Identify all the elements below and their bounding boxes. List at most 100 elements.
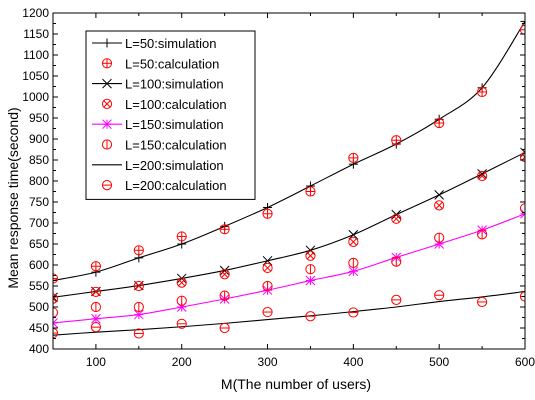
legend-item-3: L=100:calculation: [101, 97, 227, 112]
axes-layer: 100 200 300 400 500 600 400 450 500 550 600 650 700 7…: [22, 6, 535, 369]
y-tick-label-0: 400: [29, 342, 49, 356]
series-2-line: [53, 151, 525, 298]
series-4-point-1: [91, 313, 101, 324]
series-1-point-7: [348, 152, 359, 163]
legend-item-5-marker: [101, 139, 113, 150]
series-0-line: [53, 21, 525, 282]
series-3-point-9: [434, 200, 445, 211]
series-2-point-9-stroke: [434, 190, 445, 200]
series-5-point-3: [176, 295, 187, 306]
series-6-line: [53, 290, 525, 336]
plot-area: [53, 16, 525, 339]
x-tick-label-3: 400: [343, 355, 363, 369]
legend-box: [85, 30, 256, 200]
series-3-point-8-ring: [391, 213, 402, 224]
series-3-point-5-stroke: [263, 264, 272, 272]
legend-item-2: L=100:simulation: [92, 77, 224, 92]
legend-item-2-marker-stroke: [102, 78, 112, 89]
series-7-point-3: [176, 318, 187, 329]
y-tick-label-1: 450: [29, 321, 49, 335]
series-1-point-6: [305, 186, 316, 197]
legend-item-2-marker: [102, 78, 112, 89]
legend-item-3-marker-stroke: [103, 100, 111, 108]
series-4-point-0: [53, 318, 58, 328]
series-2-point-7: [348, 229, 359, 240]
series-2-point-9: [434, 190, 445, 200]
series-7-point-6: [305, 311, 316, 322]
x-tick-label-1: 200: [172, 355, 192, 369]
y-tick-label-13: 1050: [22, 69, 49, 83]
series-4-point-1-stroke: [91, 313, 101, 324]
series-7-point-11: [519, 291, 525, 302]
series-3-point-4-ring: [219, 269, 230, 280]
legend-item-1: L=50:calculation: [101, 56, 219, 71]
y-tick-label-3: 550: [29, 279, 49, 293]
series-7-point-2: [133, 328, 144, 339]
series-7-point-7: [348, 307, 359, 318]
y-tick-label-4: 600: [29, 258, 49, 272]
series-5-point-9: [434, 232, 445, 243]
series-3-point-4-stroke: [221, 270, 229, 278]
series-3-point-6: [305, 250, 316, 261]
series-3-point-11: [519, 151, 525, 163]
series-2-point-11-stroke: [520, 151, 525, 158]
series-5-point-5: [262, 280, 273, 292]
series-5-point-7: [348, 257, 359, 268]
series-1-point-11: [519, 24, 525, 35]
legend-item-7: L=200:calculation: [101, 178, 227, 193]
y-tick-label-10: 900: [29, 132, 49, 146]
series-3-point-7-stroke: [349, 238, 357, 246]
legend-item-4-label: L=150:simulation: [125, 117, 224, 132]
y-tick-label-12: 1000: [22, 90, 49, 104]
series-4-point-6: [305, 275, 316, 286]
series-4-point-0-stroke: [53, 322, 58, 328]
series-3-point-9-stroke: [435, 201, 443, 209]
series-1-point-10: [476, 86, 488, 98]
series-3-point-5-ring: [262, 262, 273, 274]
series-2-point-7-stroke: [348, 229, 359, 240]
y-tick-label-15: 1150: [23, 27, 49, 41]
series-3-point-2-ring: [133, 280, 144, 292]
legend-item-1-label: L=50:calculation: [125, 56, 219, 71]
series-5-point-6: [305, 264, 316, 275]
series-5-point-8: [391, 256, 402, 267]
series-1-point-4: [219, 224, 230, 235]
series-0-point-0: [53, 276, 58, 286]
series-2-point-5-stroke: [262, 255, 273, 266]
series-3-point-3: [176, 277, 187, 288]
legend-item-6-label: L=200:simulation: [125, 158, 224, 173]
series-3-point-11-stroke: [521, 153, 525, 158]
y-tick-label-7: 750: [29, 195, 49, 209]
series-4-point-11-stroke: [520, 208, 525, 215]
y-tick-label-16: 1200: [22, 6, 49, 20]
series-3-point-6-stroke: [306, 252, 315, 260]
series-3-point-6-ring: [305, 250, 316, 261]
series-4-point-7: [348, 266, 359, 277]
series-1-point-5: [262, 208, 273, 219]
legend-item-0: L=50:simulation: [92, 36, 216, 51]
series-3-point-8-stroke: [392, 215, 400, 223]
series-3-point-2-stroke: [135, 282, 143, 290]
series-5-point-11: [519, 203, 525, 214]
series-1-point-3: [176, 231, 187, 242]
series-1-point-2: [133, 245, 144, 256]
series-1-point-8: [391, 135, 402, 146]
legend-item-3-marker-ring: [101, 98, 113, 110]
series-4-point-0-stroke: [53, 318, 58, 324]
y-tick-label-8: 800: [29, 174, 49, 188]
series-4-point-6-stroke: [305, 275, 316, 286]
x-tick-label-2: 300: [258, 355, 278, 369]
series-4-point-2-stroke: [133, 309, 144, 320]
series-2-point-0: [53, 292, 58, 303]
y-tick-label-2: 500: [29, 300, 49, 314]
series-3-point-10-stroke: [478, 172, 486, 180]
series-4-line: [53, 213, 525, 324]
plot-layer: [53, 16, 525, 339]
series-1-point-9: [434, 117, 445, 129]
y-tick-label-9: 850: [29, 153, 49, 167]
x-tick-label-5: 600: [515, 355, 535, 369]
series-4-point-11: [520, 208, 525, 219]
series-7-point-10: [476, 296, 488, 308]
